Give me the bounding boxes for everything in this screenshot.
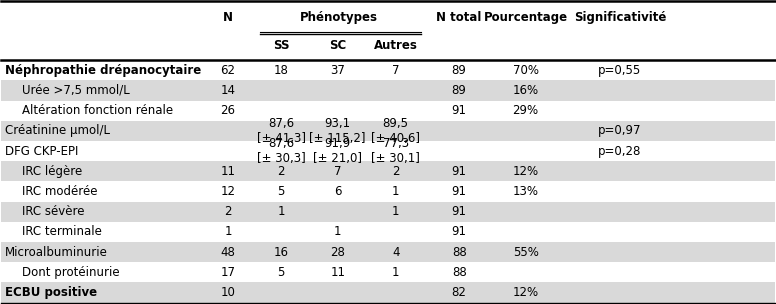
Text: ECBU positive: ECBU positive (5, 286, 97, 299)
Text: IRC sévère: IRC sévère (23, 205, 85, 218)
Text: IRC modérée: IRC modérée (23, 185, 98, 198)
Text: 12%: 12% (513, 165, 539, 178)
Text: 91: 91 (452, 104, 466, 117)
Text: 93,1
[± 115,2]: 93,1 [± 115,2] (310, 117, 366, 145)
FancyBboxPatch shape (2, 141, 774, 161)
Text: 16%: 16% (513, 84, 539, 97)
Text: 1: 1 (392, 185, 400, 198)
FancyBboxPatch shape (2, 222, 774, 242)
FancyBboxPatch shape (2, 181, 774, 202)
Text: 77,3
[± 30,1]: 77,3 [± 30,1] (371, 137, 420, 165)
Text: 2: 2 (224, 205, 232, 218)
Text: 12: 12 (220, 185, 235, 198)
Text: 48: 48 (220, 246, 235, 259)
Text: N total: N total (436, 11, 482, 24)
Text: 1: 1 (278, 205, 285, 218)
Text: SC: SC (329, 39, 346, 52)
Text: 17: 17 (220, 266, 235, 279)
Text: 7: 7 (334, 165, 341, 178)
Text: 87,6
[± 41,3]: 87,6 [± 41,3] (257, 117, 306, 145)
FancyBboxPatch shape (2, 161, 774, 181)
Text: 13%: 13% (513, 185, 539, 198)
Text: 89: 89 (452, 64, 466, 77)
FancyBboxPatch shape (2, 80, 774, 101)
Text: 87,6
[± 30,3]: 87,6 [± 30,3] (257, 137, 306, 165)
Text: 91: 91 (452, 185, 466, 198)
Text: 1: 1 (392, 266, 400, 279)
Text: p=0,55: p=0,55 (598, 64, 642, 77)
Text: 29%: 29% (513, 104, 539, 117)
Text: 1: 1 (392, 205, 400, 218)
Text: 88: 88 (452, 246, 466, 259)
Text: Microalbuminurie: Microalbuminurie (5, 246, 108, 259)
Text: 55%: 55% (513, 246, 539, 259)
Text: 12%: 12% (513, 286, 539, 299)
Text: 91,9
[± 21,0]: 91,9 [± 21,0] (314, 137, 362, 165)
Text: 62: 62 (220, 64, 235, 77)
Text: 89,5
[± 40,6]: 89,5 [± 40,6] (371, 117, 421, 145)
Text: 2: 2 (392, 165, 400, 178)
Text: p=0,97: p=0,97 (598, 124, 642, 137)
Text: Pourcentage: Pourcentage (483, 11, 568, 24)
Text: 7: 7 (392, 64, 400, 77)
Text: 6: 6 (334, 185, 341, 198)
Text: 70%: 70% (513, 64, 539, 77)
Text: DFG CKP-EPI: DFG CKP-EPI (5, 145, 78, 157)
FancyBboxPatch shape (2, 121, 774, 141)
Text: 18: 18 (274, 64, 289, 77)
FancyBboxPatch shape (2, 101, 774, 121)
Text: N: N (223, 11, 233, 24)
Text: Dont protéinurie: Dont protéinurie (23, 266, 120, 279)
Text: 91: 91 (452, 225, 466, 238)
Text: Autres: Autres (374, 39, 417, 52)
FancyBboxPatch shape (2, 242, 774, 262)
Text: IRC légère: IRC légère (23, 165, 82, 178)
FancyBboxPatch shape (2, 262, 774, 282)
Text: 26: 26 (220, 104, 235, 117)
Text: 88: 88 (452, 266, 466, 279)
Text: Phénotypes: Phénotypes (300, 11, 377, 24)
Text: 14: 14 (220, 84, 235, 97)
Text: IRC terminale: IRC terminale (23, 225, 102, 238)
Text: SS: SS (273, 39, 289, 52)
Text: 89: 89 (452, 84, 466, 97)
Text: 82: 82 (452, 286, 466, 299)
Text: Altération fonction rénale: Altération fonction rénale (23, 104, 173, 117)
Text: 91: 91 (452, 165, 466, 178)
Text: 37: 37 (331, 64, 345, 77)
Text: Significativité: Significativité (573, 11, 666, 24)
Text: 28: 28 (331, 246, 345, 259)
Text: p=0,28: p=0,28 (598, 145, 642, 157)
Text: 5: 5 (278, 185, 285, 198)
Text: Créatinine µmol/L: Créatinine µmol/L (5, 124, 110, 137)
FancyBboxPatch shape (2, 202, 774, 222)
Text: 4: 4 (392, 246, 400, 259)
Text: Néphropathie drépanocytaire: Néphropathie drépanocytaire (5, 64, 202, 77)
FancyBboxPatch shape (2, 282, 774, 302)
FancyBboxPatch shape (2, 60, 774, 80)
Text: 1: 1 (224, 225, 232, 238)
Text: 91: 91 (452, 205, 466, 218)
Text: 2: 2 (278, 165, 285, 178)
Text: 16: 16 (274, 246, 289, 259)
Text: Urée >7,5 mmol/L: Urée >7,5 mmol/L (23, 84, 130, 97)
Text: 11: 11 (220, 165, 235, 178)
Text: 10: 10 (220, 286, 235, 299)
Text: 1: 1 (334, 225, 341, 238)
Text: 5: 5 (278, 266, 285, 279)
Text: 11: 11 (331, 266, 345, 279)
